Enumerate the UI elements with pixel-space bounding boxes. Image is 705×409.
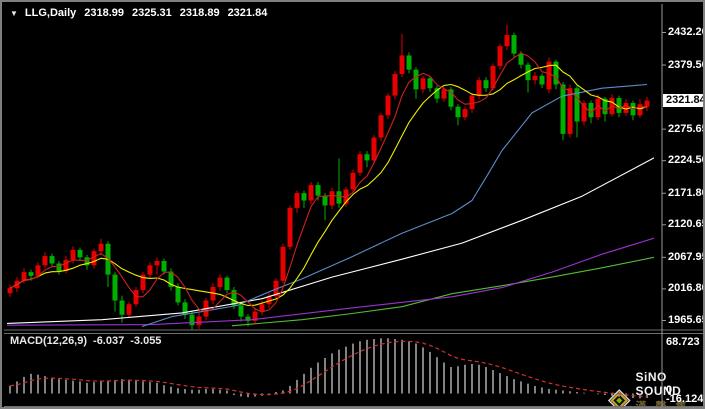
price-axis-label: 2224.50 <box>668 154 705 167</box>
macd-signal-line <box>9 340 648 398</box>
macd-main-value: -6.037 <box>93 335 125 347</box>
logo-diamond-icon <box>608 388 631 407</box>
ma-30-blue <box>141 83 648 328</box>
current-price-tag: 2321.84 <box>663 94 703 107</box>
ma-250-green <box>231 256 655 327</box>
ma-fast-red <box>9 52 648 313</box>
symbol-header: ▼ LLG,Daily 2318.99 2325.31 2318.89 2321.84 <box>10 7 267 19</box>
macd-axis-label: -16.124 <box>666 392 704 405</box>
macd-name: MACD(12,26,9) <box>10 335 88 347</box>
price-axis-label: 2067.95 <box>668 250 705 263</box>
ma-120-purple <box>6 237 655 326</box>
macd-indicator-label: MACD(12,26,9) -6.037 -3.055 <box>10 335 167 347</box>
macd-axis-label: 0 <box>666 383 673 396</box>
candles-group <box>7 24 650 331</box>
macd-histogram <box>9 338 648 399</box>
high-value: 2325.31 <box>132 7 172 19</box>
logo-subtitle: 漢 聲 集 團 <box>635 401 690 409</box>
price-axis-label: 2120.65 <box>668 218 705 231</box>
low-value: 2318.89 <box>179 7 220 19</box>
symbol-dropdown-icon[interactable]: ▼ <box>10 9 18 18</box>
price-axis-label: 1965.65 <box>668 313 705 326</box>
symbol-title: LLG,Daily <box>24 7 77 19</box>
ma-mid-yellow <box>9 64 648 307</box>
price-axis-label: 2379.50 <box>668 58 705 71</box>
price-axis-label: 2432.20 <box>668 26 705 38</box>
price-axis-label: 2171.80 <box>668 186 705 199</box>
open-value: 2318.99 <box>84 7 125 19</box>
price-axis-label: 2016.80 <box>668 282 705 295</box>
panel-frame-lines <box>4 4 703 407</box>
macd-signal-value: -3.055 <box>130 335 162 347</box>
macd-axis-label: 68.723 <box>666 335 700 348</box>
ma-60-white <box>6 157 655 324</box>
close-value: 2321.84 <box>227 7 268 19</box>
price-axis-label: 2275.65 <box>668 122 705 135</box>
